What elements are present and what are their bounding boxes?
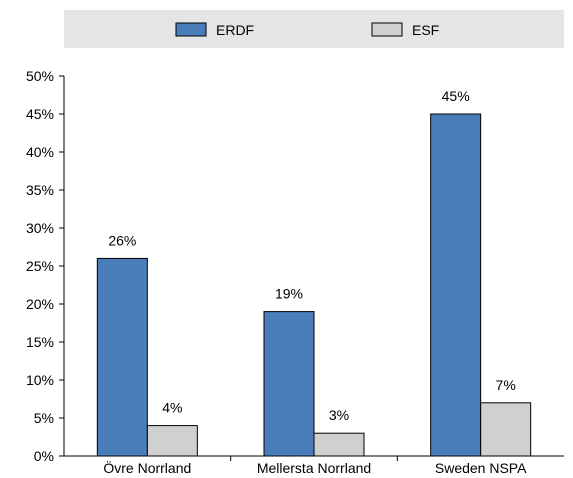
bar-esf <box>146 425 198 457</box>
legend-background <box>64 10 564 48</box>
data-label-erdf: 26% <box>108 232 136 248</box>
y-tick-label: 25% <box>26 258 54 274</box>
bar-erdf <box>430 113 482 457</box>
legend-swatch-erdf <box>175 22 207 37</box>
bar-erdf <box>96 257 148 457</box>
y-tick-label: 50% <box>26 68 54 84</box>
y-tick-label: 10% <box>26 372 54 388</box>
data-label-esf: 4% <box>162 400 182 416</box>
x-tick-label: Sweden NSPA <box>435 460 527 476</box>
data-label-esf: 7% <box>496 377 516 393</box>
data-label-esf: 3% <box>329 407 349 423</box>
bars <box>96 113 532 457</box>
y-tick-label: 20% <box>26 296 54 312</box>
y-tick-label: 15% <box>26 334 54 350</box>
data-labels: 26% 4% 19% 3% 45% 7% <box>108 88 515 423</box>
y-tick-label: 40% <box>26 144 54 160</box>
legend-swatch-esf <box>371 22 403 37</box>
y-tick-label: 45% <box>26 106 54 122</box>
legend: ERDF ESF <box>64 10 564 48</box>
axes: 0% 5% 10% 15% 20% 25% 30% 35% 40% 45% 50% Övre Norr… <box>26 68 564 476</box>
y-tick-label: 30% <box>26 220 54 236</box>
y-tick-label: 35% <box>26 182 54 198</box>
bar-esf <box>480 402 532 457</box>
y-tick-label: 0% <box>34 448 54 464</box>
x-tick-label: Mellersta Norrland <box>257 460 371 476</box>
data-label-erdf: 19% <box>275 286 303 302</box>
legend-label-esf: ESF <box>412 22 439 38</box>
data-label-erdf: 45% <box>442 88 470 104</box>
legend-label-erdf: ERDF <box>216 22 254 38</box>
x-tick-label: Övre Norrland <box>103 459 191 476</box>
y-tick-label: 5% <box>34 410 54 426</box>
bar-esf <box>313 432 365 457</box>
bar-erdf <box>263 311 315 457</box>
